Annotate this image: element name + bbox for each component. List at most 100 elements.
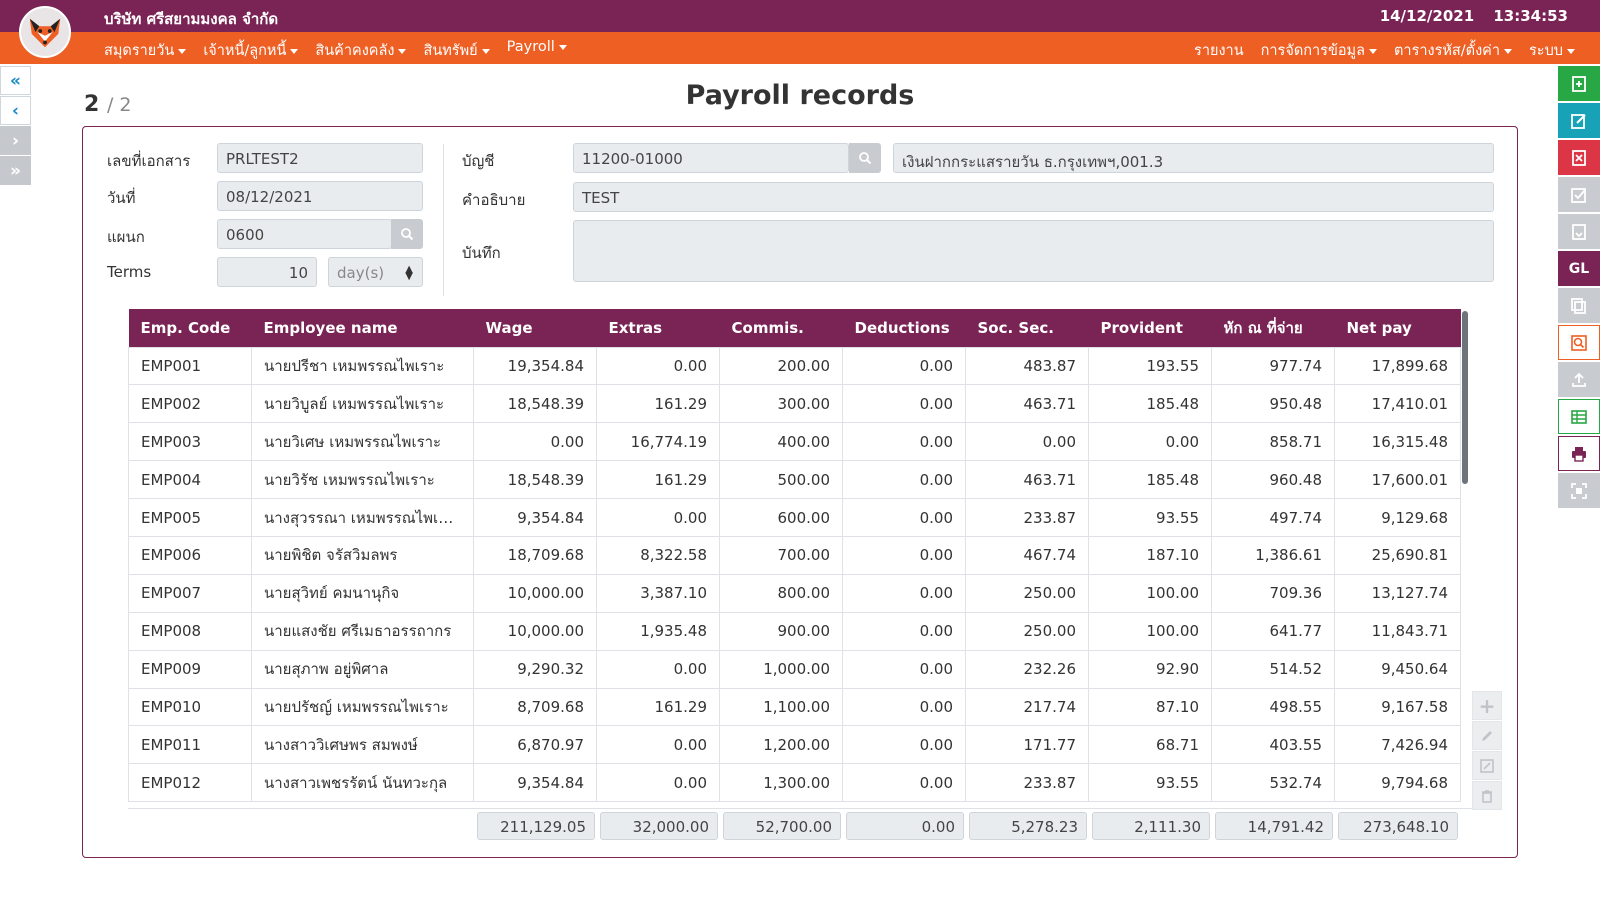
- table-cell: 500.00: [719, 460, 843, 500]
- total-commission: 52,700.00: [723, 812, 841, 840]
- last-record-button[interactable]: »: [0, 156, 31, 185]
- upload-button[interactable]: [1558, 362, 1600, 397]
- date-field[interactable]: 08/12/2021: [217, 181, 423, 211]
- caret-down-icon: [481, 48, 490, 54]
- table-scrollbar[interactable]: [1462, 311, 1468, 484]
- col-emp-code[interactable]: Emp. Code: [128, 309, 252, 347]
- menu-inventory[interactable]: สินค้าคงคลัง: [315, 39, 407, 62]
- table-cell: EMP005: [128, 498, 252, 537]
- menu-data-management[interactable]: การจัดการข้อมูล: [1261, 39, 1378, 62]
- table-cell: 403.55: [1211, 725, 1335, 765]
- menu-codes-settings[interactable]: ตารางรหัส/ตั้งค่า: [1394, 39, 1513, 62]
- table-cell: นายสุวิทย์ คมนานุกิจ: [251, 573, 474, 613]
- account-name-field[interactable]: เงินฝากกระแสรายวัน ธ.กรุงเทพฯ,001.3: [893, 143, 1494, 173]
- delete-record-button[interactable]: [1558, 140, 1600, 175]
- total-deductions: 0.00: [846, 812, 964, 840]
- terms-field[interactable]: 10: [217, 257, 317, 287]
- spreadsheet-button[interactable]: [1558, 399, 1600, 434]
- table-row[interactable]: EMP008 นายแสงชัย ศรีเมธาอรรถากร 10,000.00 1…: [128, 611, 1461, 651]
- delete-row-button[interactable]: [1472, 781, 1502, 810]
- gl-button[interactable]: GL: [1558, 251, 1600, 286]
- table-cell: นายปรีชา เหมพรรณไพเราะ: [251, 346, 474, 386]
- print-button[interactable]: [1558, 436, 1600, 471]
- col-social-security[interactable]: Soc. Sec.: [965, 309, 1089, 347]
- table-cell: 467.74: [965, 535, 1089, 575]
- new-record-button[interactable]: [1558, 66, 1600, 101]
- table-row[interactable]: EMP006 นายพิชิต จรัสวิมลพร 18,709.68 8,322.…: [128, 535, 1461, 575]
- menu-assets[interactable]: สินทรัพย์: [423, 39, 490, 62]
- table-cell: 977.74: [1211, 346, 1335, 386]
- table-row[interactable]: EMP001 นายปรีชา เหมพรรณไพเราะ 19,354.84 0.0…: [128, 346, 1461, 386]
- table-row[interactable]: EMP007 นายสุวิทย์ คมนานุกิจ 10,000.00 3,387…: [128, 573, 1461, 613]
- col-deductions[interactable]: Deductions: [842, 309, 966, 347]
- table-cell: 193.55: [1088, 346, 1212, 386]
- table-row[interactable]: EMP010 นายปรัชญ์ เหมพรรณไพเราะ 8,709.68 161…: [128, 687, 1461, 727]
- terms-unit-select[interactable]: day(s) ▲ ▼: [328, 257, 423, 287]
- table-cell: 700.00: [719, 535, 843, 575]
- caret-down-icon: [1567, 48, 1575, 54]
- col-extras[interactable]: Extras: [596, 309, 720, 347]
- search-record-button[interactable]: [1558, 325, 1600, 360]
- previous-record-button[interactable]: ‹: [0, 96, 31, 125]
- table-cell: EMP007: [128, 573, 252, 613]
- menu-journal-label: สมุดรายวัน: [104, 43, 175, 59]
- next-record-button[interactable]: ›: [0, 126, 31, 155]
- table-row[interactable]: EMP012 นางสาวเพชรรัตน์ นันทวะกุล 9,354.84 0…: [128, 763, 1461, 803]
- fox-logo-icon: [29, 18, 61, 48]
- table-row[interactable]: EMP009 นายสุภาพ อยู่พิศาล 9,290.32 0.00 1,00…: [128, 649, 1461, 689]
- menu-system[interactable]: ระบบ: [1529, 39, 1575, 62]
- menu-journal[interactable]: สมุดรายวัน: [104, 39, 187, 62]
- add-row-button[interactable]: +: [1472, 691, 1502, 720]
- app-logo[interactable]: [19, 6, 71, 58]
- table-cell: EMP004: [128, 460, 252, 500]
- account-field[interactable]: 11200-01000: [573, 143, 849, 173]
- table-cell: นายแสงชัย ศรีเมธาอรรถากร: [251, 611, 474, 651]
- col-withholding-tax[interactable]: หัก ณ ที่จ่าย: [1211, 309, 1335, 347]
- account-search-button[interactable]: [849, 143, 881, 173]
- col-provident[interactable]: Provident: [1088, 309, 1212, 347]
- table-cell: 0.00: [596, 346, 720, 386]
- col-commission[interactable]: Commis.: [719, 309, 843, 347]
- table-cell: 19,354.84: [473, 346, 597, 386]
- menu-reports-label: รายงาน: [1194, 43, 1244, 59]
- department-search-button[interactable]: [391, 219, 423, 249]
- save-button[interactable]: [1558, 214, 1600, 249]
- menu-ap-ar[interactable]: เจ้าหนี้/ลูกหนี้: [203, 39, 299, 62]
- table-cell: นายสุภาพ อยู่พิศาล: [251, 649, 474, 689]
- edit-record-button[interactable]: [1558, 103, 1600, 138]
- doc-no-field[interactable]: PRLTEST2: [217, 143, 423, 173]
- table-cell: 0.00: [1088, 422, 1212, 462]
- menu-system-label: ระบบ: [1529, 43, 1563, 59]
- col-wage[interactable]: Wage: [473, 309, 597, 347]
- caret-down-icon: [290, 48, 299, 54]
- table-cell: 9,290.32: [473, 649, 597, 689]
- approve-button[interactable]: [1558, 177, 1600, 212]
- table-cell: 87.10: [1088, 687, 1212, 727]
- table-row[interactable]: EMP004 นายวิรัช เหมพรรณไพเราะ 18,548.39 161…: [128, 460, 1461, 500]
- table-cell: 858.71: [1211, 422, 1335, 462]
- col-net-pay[interactable]: Net pay: [1334, 309, 1461, 347]
- gl-icon: GL: [1568, 260, 1590, 277]
- table-cell: 250.00: [965, 573, 1089, 613]
- doc-no-label: เลขที่เอกสาร: [107, 152, 191, 170]
- copy-button[interactable]: [1558, 288, 1600, 323]
- table-cell: 9,794.68: [1334, 763, 1461, 803]
- table-row[interactable]: EMP002 นายวิบูลย์ เหมพรรณไพเราะ 18,548.39 1…: [128, 384, 1461, 424]
- scan-button[interactable]: [1558, 473, 1600, 508]
- table-row[interactable]: EMP003 นายวิเศษ เหมพรรณไพเราะ 0.00 16,774.1…: [128, 422, 1461, 462]
- expand-row-button[interactable]: [1472, 751, 1502, 780]
- col-employee-name[interactable]: Employee name: [251, 309, 474, 347]
- caret-down-icon: [1369, 48, 1378, 54]
- account-label: บัญชี: [462, 152, 495, 170]
- table-cell: 0.00: [596, 649, 720, 689]
- description-field[interactable]: TEST: [573, 182, 1494, 212]
- memo-textarea[interactable]: [573, 220, 1494, 282]
- first-record-button[interactable]: «: [0, 66, 31, 95]
- edit-row-button[interactable]: [1472, 721, 1502, 750]
- menu-reports[interactable]: รายงาน: [1194, 39, 1244, 62]
- date-time: 14/12/2021 13:34:53: [1380, 7, 1568, 25]
- menu-payroll[interactable]: Payroll: [507, 39, 567, 62]
- department-field[interactable]: 0600: [217, 219, 392, 249]
- table-row[interactable]: EMP011 นางสาววิเศษพร สมพงษ์ 6,870.97 0.00 1,…: [128, 725, 1461, 765]
- table-row[interactable]: EMP005 นางสุวรรณา เหมพรรณไพเราะ 9,354.84 0.…: [128, 498, 1461, 537]
